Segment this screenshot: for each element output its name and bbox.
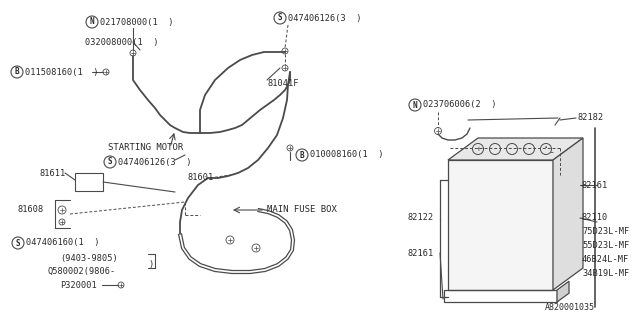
Text: 82110: 82110: [582, 213, 608, 222]
Polygon shape: [448, 160, 553, 290]
Text: A820001035: A820001035: [545, 303, 595, 313]
Text: 55D23L-MF: 55D23L-MF: [582, 242, 629, 251]
Text: 047406126(3  ): 047406126(3 ): [118, 157, 191, 166]
Text: -: -: [549, 147, 553, 157]
Text: B: B: [15, 68, 19, 76]
Text: 81041F: 81041F: [268, 78, 300, 87]
Text: 021708000(1  ): 021708000(1 ): [100, 18, 173, 27]
Text: S: S: [16, 238, 20, 247]
Text: B: B: [300, 150, 304, 159]
Polygon shape: [448, 138, 583, 160]
Text: Q580002(9806-: Q580002(9806-: [48, 267, 116, 276]
Text: 82122: 82122: [408, 213, 435, 222]
Text: 82161: 82161: [408, 249, 435, 258]
Text: 46B24L-MF: 46B24L-MF: [582, 255, 629, 265]
Text: 75D23L-MF: 75D23L-MF: [582, 228, 629, 236]
Text: 032008000(1  ): 032008000(1 ): [85, 37, 159, 46]
Text: P320001: P320001: [60, 281, 97, 290]
Text: 010008160(1  ): 010008160(1 ): [310, 150, 383, 159]
Text: MAIN FUSE BOX: MAIN FUSE BOX: [267, 205, 337, 214]
Text: 047406160(1  ): 047406160(1 ): [26, 238, 99, 247]
Text: 023706006(2  ): 023706006(2 ): [423, 100, 497, 109]
Text: 81608: 81608: [18, 205, 44, 214]
Text: +: +: [475, 146, 481, 152]
Text: N: N: [90, 18, 94, 27]
Polygon shape: [553, 138, 583, 290]
Text: S: S: [278, 13, 282, 22]
Text: S: S: [108, 157, 112, 166]
Text: 82161: 82161: [582, 180, 608, 189]
Text: STARTING MOTOR: STARTING MOTOR: [108, 143, 183, 153]
Text: 011508160(1  ): 011508160(1 ): [25, 68, 99, 76]
Text: ·: ·: [544, 141, 548, 155]
Text: 81611: 81611: [40, 169, 67, 178]
Text: 82182: 82182: [578, 114, 604, 123]
Text: 34B19L-MF: 34B19L-MF: [582, 269, 629, 278]
Text: 047406126(3  ): 047406126(3 ): [288, 13, 362, 22]
Text: N: N: [413, 100, 417, 109]
Text: ): ): [148, 260, 153, 268]
Polygon shape: [557, 281, 569, 302]
Bar: [75, 173, 103, 191]
Text: (9403-9805): (9403-9805): [60, 253, 118, 262]
Text: 81601: 81601: [188, 173, 214, 182]
